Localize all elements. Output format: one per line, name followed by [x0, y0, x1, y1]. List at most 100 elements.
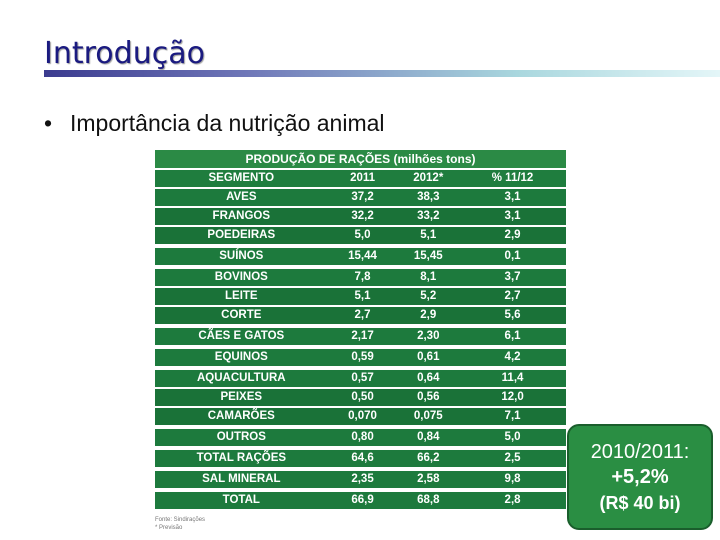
cell-pct: 0,1 [459, 246, 566, 265]
table-header-row: SEGMENTO 2011 2012* % 11/12 [155, 170, 566, 187]
cell-2011: 5,0 [327, 227, 398, 244]
cell-2011: 0,57 [327, 368, 398, 387]
cell-2012: 15,45 [397, 246, 460, 265]
callout-growth: +5,2% [611, 466, 669, 488]
cell-2011: 0,50 [327, 389, 398, 406]
table-row: CAMARÕES 0,070 0,075 7,1 [155, 408, 566, 425]
cell-2012: 0,61 [397, 347, 460, 366]
bullet-text: Importância da nutrição animal [70, 110, 385, 136]
cell-segment: SAL MINERAL [155, 469, 328, 488]
table-caption-row: PRODUÇÃO DE RAÇÕES (milhões tons) [155, 150, 566, 168]
table-row: POEDEIRAS 5,0 5,1 2,9 [155, 227, 566, 244]
cell-2012: 33,2 [397, 208, 460, 225]
cell-pct: 3,1 [459, 189, 566, 206]
title-underline [44, 70, 720, 77]
cell-2011: 37,2 [327, 189, 398, 206]
cell-2012: 2,9 [397, 307, 460, 324]
callout-value: (R$ 40 bi) [599, 493, 681, 513]
cell-pct: 2,7 [459, 288, 566, 305]
cell-segment: EQUINOS [155, 347, 328, 366]
table-row: TOTAL RAÇÕES 64,6 66,2 2,5 [155, 448, 566, 467]
cell-segment: AQUACULTURA [155, 368, 328, 387]
table-row: OUTROS 0,80 0,84 5,0 [155, 427, 566, 446]
slide-title: Introdução [44, 36, 205, 71]
cell-2012: 0,84 [397, 427, 460, 446]
cell-2011: 7,8 [327, 267, 398, 286]
cell-2012: 5,2 [397, 288, 460, 305]
cell-pct: 5,6 [459, 307, 566, 324]
cell-pct: 4,2 [459, 347, 566, 366]
table-row: AVES 37,2 38,3 3,1 [155, 189, 566, 206]
cell-segment: SUÍNOS [155, 246, 328, 265]
cell-pct: 5,0 [459, 427, 566, 446]
column-header-segment: SEGMENTO [155, 170, 328, 187]
source-line: Fonte: Sindirações [155, 517, 206, 523]
cell-2012: 68,8 [397, 490, 460, 509]
cell-segment: POEDEIRAS [155, 227, 328, 244]
data-table: PRODUÇÃO DE RAÇÕES (milhões tons) SEGMEN… [155, 148, 566, 511]
cell-2011: 15,44 [327, 246, 398, 265]
bullet-item: • Importância da nutrição animal [44, 110, 385, 137]
cell-2011: 32,2 [327, 208, 398, 225]
cell-2012: 0,64 [397, 368, 460, 387]
cell-2011: 2,17 [327, 326, 398, 345]
cell-2011: 0,59 [327, 347, 398, 366]
cell-2012: 8,1 [397, 267, 460, 286]
cell-2011: 66,9 [327, 490, 398, 509]
column-header-pct: % 11/12 [459, 170, 566, 187]
growth-callout: 2010/2011: +5,2% (R$ 40 bi) [567, 424, 713, 530]
cell-segment: TOTAL RAÇÕES [155, 448, 328, 467]
cell-2012: 0,56 [397, 389, 460, 406]
cell-2012: 5,1 [397, 227, 460, 244]
cell-segment: FRANGOS [155, 208, 328, 225]
cell-segment: AVES [155, 189, 328, 206]
cell-2011: 2,35 [327, 469, 398, 488]
cell-pct: 7,1 [459, 408, 566, 425]
cell-segment: PEIXES [155, 389, 328, 406]
cell-pct: 9,8 [459, 469, 566, 488]
cell-segment: BOVINOS [155, 267, 328, 286]
table-row: AQUACULTURA 0,57 0,64 11,4 [155, 368, 566, 387]
cell-pct: 2,8 [459, 490, 566, 509]
cell-2012: 2,58 [397, 469, 460, 488]
table-row: FRANGOS 32,2 33,2 3,1 [155, 208, 566, 225]
table-row: CORTE 2,7 2,9 5,6 [155, 307, 566, 324]
column-header-2011: 2011 [327, 170, 398, 187]
cell-segment: LEITE [155, 288, 328, 305]
table-row: CÃES E GATOS 2,17 2,30 6,1 [155, 326, 566, 345]
cell-pct: 2,9 [459, 227, 566, 244]
cell-segment: CORTE [155, 307, 328, 324]
feed-production-table: PRODUÇÃO DE RAÇÕES (milhões tons) SEGMEN… [155, 148, 566, 510]
table-row: TOTAL 66,9 68,8 2,8 [155, 490, 566, 509]
table-row: SUÍNOS 15,44 15,45 0,1 [155, 246, 566, 265]
cell-2011: 5,1 [327, 288, 398, 305]
cell-pct: 3,7 [459, 267, 566, 286]
cell-2011: 0,070 [327, 408, 398, 425]
cell-2011: 0,80 [327, 427, 398, 446]
table-row: LEITE 5,1 5,2 2,7 [155, 288, 566, 305]
column-header-2012: 2012* [397, 170, 460, 187]
table-row: SAL MINERAL 2,35 2,58 9,8 [155, 469, 566, 488]
table-row: EQUINOS 0,59 0,61 4,2 [155, 347, 566, 366]
cell-segment: TOTAL [155, 490, 328, 509]
cell-2012: 66,2 [397, 448, 460, 467]
cell-2011: 2,7 [327, 307, 398, 324]
footnote-line: * Previsão [155, 525, 183, 531]
cell-segment: CAMARÕES [155, 408, 328, 425]
cell-2012: 2,30 [397, 326, 460, 345]
bullet-dot-icon: • [44, 110, 53, 136]
table-row: BOVINOS 7,8 8,1 3,7 [155, 267, 566, 286]
cell-2011: 64,6 [327, 448, 398, 467]
cell-segment: CÃES E GATOS [155, 326, 328, 345]
cell-segment: OUTROS [155, 427, 328, 446]
cell-pct: 6,1 [459, 326, 566, 345]
table-source-note: Fonte: Sindirações * Previsão [155, 516, 205, 532]
cell-pct: 2,5 [459, 448, 566, 467]
table-row: PEIXES 0,50 0,56 12,0 [155, 389, 566, 406]
cell-2012: 0,075 [397, 408, 460, 425]
cell-pct: 11,4 [459, 368, 566, 387]
cell-pct: 12,0 [459, 389, 566, 406]
cell-pct: 3,1 [459, 208, 566, 225]
table-caption: PRODUÇÃO DE RAÇÕES (milhões tons) [155, 150, 566, 168]
callout-period: 2010/2011: [590, 441, 690, 463]
